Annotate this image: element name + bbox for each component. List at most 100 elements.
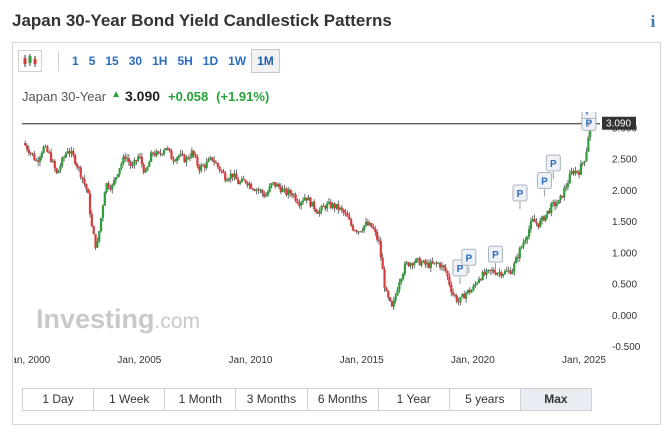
candle-body bbox=[496, 273, 499, 275]
candle-body bbox=[209, 157, 212, 160]
chart-type-button[interactable] bbox=[18, 50, 42, 72]
candle-body bbox=[440, 265, 444, 268]
candlestick-chart[interactable]: Investing.com3.0002.5002.0001.5001.0000.… bbox=[14, 112, 662, 380]
range-6-months[interactable]: 6 Months bbox=[306, 389, 378, 410]
last-price-badge bbox=[602, 116, 636, 130]
pattern-marker bbox=[581, 112, 597, 120]
candle-body bbox=[214, 162, 218, 164]
candle-body bbox=[487, 269, 490, 271]
candle-body bbox=[363, 225, 366, 231]
range-1-year[interactable]: 1 Year bbox=[377, 389, 449, 410]
candle-body bbox=[403, 263, 407, 274]
candle-body bbox=[535, 222, 538, 224]
candle-body bbox=[581, 162, 584, 164]
candle-body bbox=[135, 160, 138, 162]
candle-body bbox=[314, 209, 318, 212]
candle-body bbox=[25, 145, 29, 150]
info-icon[interactable]: i bbox=[650, 12, 656, 31]
candle-body bbox=[379, 241, 382, 258]
candle-body bbox=[105, 183, 108, 193]
candle-body bbox=[476, 282, 479, 284]
timeframe-1h[interactable]: 1H bbox=[152, 54, 168, 68]
candle-body bbox=[192, 150, 195, 156]
candle-body bbox=[539, 220, 542, 228]
candle-body bbox=[348, 216, 351, 220]
timeframe-5[interactable]: 5 bbox=[88, 54, 96, 68]
candle-body bbox=[68, 151, 71, 154]
pattern-marker bbox=[545, 154, 561, 172]
candle-body bbox=[285, 188, 288, 195]
candle-body bbox=[279, 186, 282, 193]
candle-body bbox=[561, 195, 564, 198]
range-1-month[interactable]: 1 Month bbox=[164, 389, 236, 410]
candle-body bbox=[509, 270, 512, 275]
pattern-marker bbox=[461, 248, 477, 266]
candle-body bbox=[116, 174, 119, 178]
candle-body bbox=[318, 210, 321, 214]
timeframe-1d[interactable]: 1D bbox=[202, 54, 219, 68]
y-tick-label: 1.000 bbox=[612, 248, 637, 259]
candle-body bbox=[183, 154, 186, 163]
candle-body bbox=[38, 157, 42, 162]
candle-body bbox=[35, 160, 38, 162]
candle-body bbox=[216, 162, 219, 167]
x-tick-label: Jan, 2015 bbox=[340, 355, 384, 366]
y-tick-label: 0.500 bbox=[612, 280, 637, 291]
candle-body bbox=[394, 295, 397, 301]
candle-body bbox=[107, 183, 110, 188]
candle-body bbox=[196, 156, 199, 166]
candle-body bbox=[577, 172, 581, 175]
candle-body bbox=[361, 230, 364, 232]
candle-body bbox=[390, 301, 394, 307]
candle-body bbox=[474, 283, 477, 286]
candle-body bbox=[500, 272, 503, 276]
candle-body bbox=[359, 231, 362, 233]
candle-body bbox=[61, 157, 64, 167]
last-price-label: 3.090 bbox=[606, 119, 631, 130]
candle-body bbox=[468, 289, 471, 293]
up-arrow-icon: ▲ bbox=[111, 89, 121, 100]
range-1-day[interactable]: 1 Day bbox=[23, 389, 94, 410]
timeframe-5h[interactable]: 5H bbox=[177, 54, 193, 68]
candle-body bbox=[470, 290, 473, 293]
last-price: 3.090 bbox=[125, 88, 161, 104]
candle-body bbox=[414, 258, 418, 263]
candle-body bbox=[353, 230, 357, 232]
toolbar-divider bbox=[58, 51, 59, 71]
range-max[interactable]: Max bbox=[519, 389, 591, 410]
timeframe-1m[interactable]: 1M bbox=[251, 49, 280, 73]
candle-body bbox=[570, 171, 573, 175]
candle-body bbox=[574, 170, 577, 174]
candle-body bbox=[55, 168, 58, 174]
candle-body bbox=[272, 182, 275, 184]
candle-body bbox=[311, 201, 314, 207]
candle-body bbox=[235, 173, 238, 180]
candle-body bbox=[492, 269, 495, 273]
timeframe-30[interactable]: 30 bbox=[128, 54, 143, 68]
candle-body bbox=[290, 193, 294, 196]
candle-body bbox=[111, 184, 114, 190]
candle-body bbox=[305, 197, 308, 201]
candle-body bbox=[250, 183, 253, 189]
candle-body bbox=[526, 236, 529, 241]
candle-body bbox=[568, 174, 571, 184]
candle-body bbox=[555, 203, 558, 207]
quote-line: Japan 30-Year ▲ 3.090 +0.058 (+1.91%) bbox=[22, 88, 269, 106]
timeframe-1w[interactable]: 1W bbox=[228, 54, 247, 68]
pattern-marker-label: P bbox=[517, 189, 524, 200]
candle-body bbox=[337, 203, 340, 210]
candle-body bbox=[96, 241, 99, 248]
range-3-months[interactable]: 3 Months bbox=[235, 389, 307, 410]
range-5-years[interactable]: 5 years bbox=[448, 389, 520, 410]
timeframe-1[interactable]: 1 bbox=[72, 54, 79, 68]
y-tick-label: 1.500 bbox=[612, 217, 637, 228]
candle-body bbox=[464, 292, 468, 299]
candle-body bbox=[527, 229, 531, 237]
candle-body bbox=[477, 279, 481, 283]
candle-body bbox=[303, 197, 306, 201]
candle-body bbox=[463, 294, 466, 299]
candle-body bbox=[398, 282, 401, 290]
candle-body bbox=[420, 262, 423, 266]
range-1-week[interactable]: 1 Week bbox=[93, 389, 165, 410]
timeframe-15[interactable]: 15 bbox=[105, 54, 119, 68]
